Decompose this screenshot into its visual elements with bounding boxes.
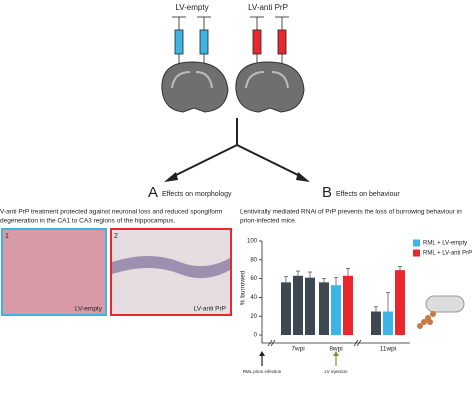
y-tick-label: 80	[250, 257, 257, 263]
x-tick-label: 8wpi	[329, 346, 342, 353]
y-tick-label: 0	[254, 333, 258, 339]
x-tick-label: 11wpi	[380, 346, 397, 353]
bar	[343, 275, 353, 335]
legend-label: RML + LV-anti PrP	[423, 251, 472, 257]
burrow-illustration	[417, 295, 465, 329]
axis-break	[270, 339, 276, 347]
axis-break	[356, 339, 362, 347]
syringes	[172, 16, 289, 68]
annotation: RML prion infection	[243, 369, 282, 374]
y-tick-label: 20	[250, 314, 257, 320]
panel-text: Lentivirally mediated RNAi of PrP preven…	[240, 209, 462, 216]
panel-letter: B	[322, 184, 332, 201]
image-number: 2	[114, 233, 118, 240]
axis-break	[353, 339, 359, 347]
bar	[293, 275, 303, 335]
marker-arrowhead	[333, 351, 339, 356]
bar	[371, 311, 381, 335]
y-axis-label: % burrowed	[240, 270, 247, 305]
panel-text: degeneration in the CA1 to CA3 regions o…	[0, 218, 175, 225]
annotation: LV injection	[325, 369, 348, 374]
panel-letter: A	[148, 184, 158, 201]
panel-title: Effects on behaviour	[336, 191, 400, 198]
x-tick-label: 7wpi	[291, 346, 304, 353]
group-label: LV-empty	[175, 3, 208, 12]
marker-arrowhead	[259, 351, 265, 356]
bar	[319, 282, 329, 335]
bar	[331, 285, 341, 335]
group-label: LV-anti PrP	[248, 3, 288, 12]
image-number: 1	[5, 233, 9, 240]
bar	[305, 277, 315, 335]
y-tick-label: 40	[250, 295, 257, 301]
axis-break	[267, 339, 273, 347]
legend-swatch	[413, 239, 420, 247]
panel-text: V-anti PrP treatment protected against n…	[0, 209, 222, 216]
legend-swatch	[413, 249, 420, 257]
histology-images	[1, 228, 232, 316]
image-label: LV-anti PrP	[194, 306, 226, 313]
bar	[383, 311, 393, 335]
y-tick-label: 60	[250, 276, 257, 282]
y-tick-label: 100	[247, 239, 258, 245]
brain-sections	[161, 61, 305, 113]
bar	[395, 270, 405, 335]
panel-text: prion-infected mice.	[240, 218, 297, 225]
legend-label: RML + LV-empty	[423, 241, 467, 247]
image-label: LV-empty	[75, 306, 103, 313]
bar	[281, 282, 291, 335]
panel-title: Effects on morphology	[162, 191, 232, 198]
fork-arrows	[164, 118, 310, 182]
